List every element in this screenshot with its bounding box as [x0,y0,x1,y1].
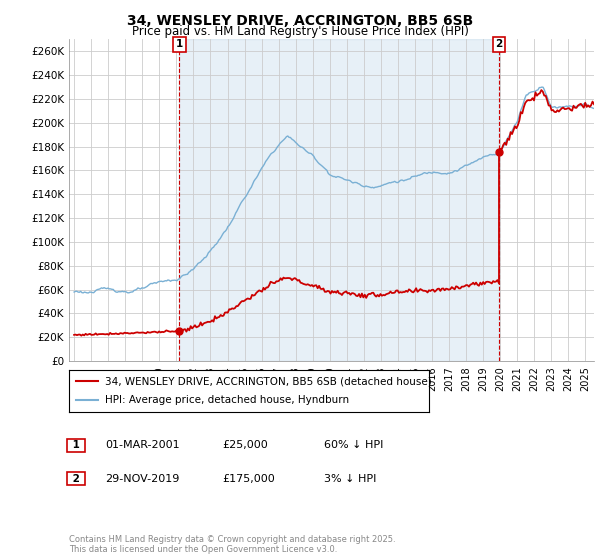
Text: £25,000: £25,000 [222,440,268,450]
Text: 1: 1 [176,39,183,49]
Text: 2: 2 [69,474,83,484]
Text: 01-MAR-2001: 01-MAR-2001 [105,440,179,450]
Text: 29-NOV-2019: 29-NOV-2019 [105,474,179,484]
Text: 3% ↓ HPI: 3% ↓ HPI [324,474,376,484]
Text: Contains HM Land Registry data © Crown copyright and database right 2025.
This d: Contains HM Land Registry data © Crown c… [69,535,395,554]
Text: £175,000: £175,000 [222,474,275,484]
Text: 34, WENSLEY DRIVE, ACCRINGTON, BB5 6SB (detached house): 34, WENSLEY DRIVE, ACCRINGTON, BB5 6SB (… [105,376,432,386]
Text: 60% ↓ HPI: 60% ↓ HPI [324,440,383,450]
Text: 2: 2 [495,39,503,49]
Text: Price paid vs. HM Land Registry's House Price Index (HPI): Price paid vs. HM Land Registry's House … [131,25,469,38]
Bar [179,39,499,361]
Text: 1: 1 [69,440,83,450]
Text: 34, WENSLEY DRIVE, ACCRINGTON, BB5 6SB: 34, WENSLEY DRIVE, ACCRINGTON, BB5 6SB [127,14,473,28]
Text: HPI: Average price, detached house, Hyndburn: HPI: Average price, detached house, Hynd… [105,395,349,405]
